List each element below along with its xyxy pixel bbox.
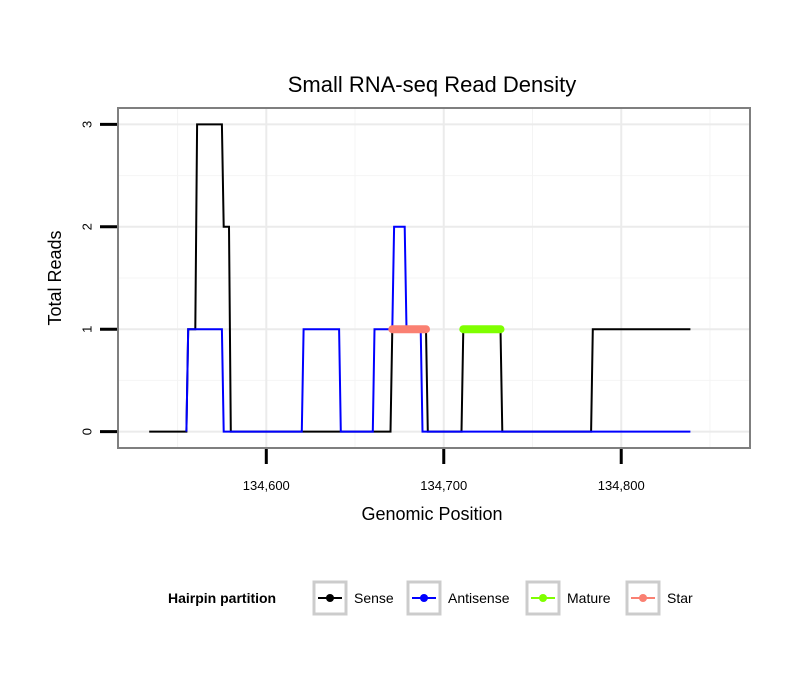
- legend-label: Star: [667, 590, 693, 606]
- x-tick-label: 134,600: [243, 478, 290, 493]
- legend-key-point: [326, 594, 334, 602]
- legend-item-star: Star: [625, 580, 693, 616]
- legend-item-antisense: Antisense: [406, 580, 510, 616]
- legend: Hairpin partition Sense Antisense Mature St…: [168, 580, 693, 616]
- y-axis: 0 1 2 3: [79, 121, 117, 435]
- legend-key-point: [639, 594, 647, 602]
- y-axis-title: Total Reads: [45, 230, 65, 325]
- legend-label: Mature: [567, 590, 611, 606]
- series-line-antisense: [185, 225, 691, 433]
- legend-item-mature: Mature: [525, 580, 611, 616]
- legend-title: Hairpin partition: [168, 590, 276, 606]
- legend-item-sense: Sense: [312, 580, 394, 616]
- series-layer: [149, 123, 691, 433]
- y-tick-label: 1: [79, 326, 94, 333]
- chart-title: Small RNA-seq Read Density: [288, 72, 577, 97]
- legend-key-point: [539, 594, 547, 602]
- y-tick-label: 3: [79, 121, 94, 128]
- legend-label: Antisense: [448, 590, 510, 606]
- legend-key-box: [525, 580, 561, 616]
- x-tick-label: 134,800: [598, 478, 645, 493]
- y-tick-label: 0: [79, 428, 94, 435]
- x-tick-label: 134,700: [420, 478, 467, 493]
- minor-gridlines: [119, 109, 749, 447]
- series-line-sense: [149, 123, 691, 433]
- x-axis: 134,600 134,700 134,800: [243, 449, 645, 493]
- y-tick-label: 2: [79, 223, 94, 230]
- legend-key-point: [420, 594, 428, 602]
- x-axis-title: Genomic Position: [361, 504, 502, 524]
- legend-label: Sense: [354, 590, 394, 606]
